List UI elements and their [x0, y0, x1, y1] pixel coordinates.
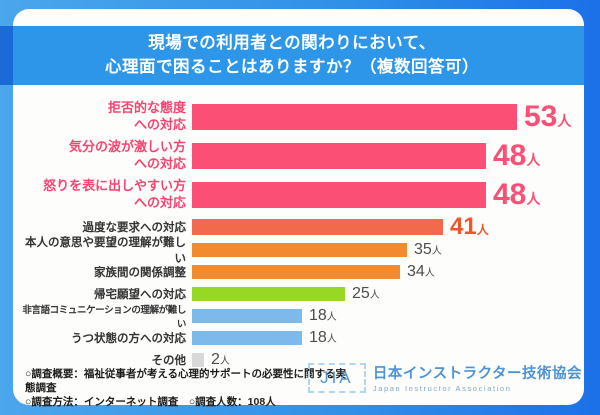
title-line-1: 現場での利用者との関わりにおいて、	[148, 33, 436, 52]
title-line-2: 心理面で困ることはありますか？（複数回答可）	[105, 57, 479, 76]
bar-label: うつ状態の方への対応	[71, 333, 186, 345]
bar	[192, 142, 486, 169]
bar	[192, 331, 302, 345]
chart-row-mood-swings: 気分の波が激しい方 への対応 48人	[20, 136, 580, 175]
chart-row-family-relations: 家族間の関係調整 34人	[20, 261, 580, 283]
jia-logo-name-en: Japan Instructor Association	[372, 384, 512, 393]
bar-label: 過度な要求への対応	[82, 221, 187, 234]
chart-row-anger: 怒りを表に出しやすい方 への対応 48人	[20, 175, 580, 214]
bar-value: 18人	[309, 329, 337, 346]
bar	[192, 103, 517, 130]
jia-logo-name-jp: 日本インストラクター技術協会	[372, 366, 582, 382]
bar	[192, 353, 204, 367]
bar-chart: 拒否的な態度 への対応 53人 気分の波が激しい方 への対応 48人 怒りを表に…	[20, 97, 580, 371]
chart-row-other: その他 2人	[20, 349, 580, 371]
bar	[192, 218, 443, 235]
bar-label: 帰宅願望への対応	[94, 289, 186, 301]
chart-row-desire-to-go-home: 帰宅願望への対応 25人	[20, 283, 580, 305]
bar-label: 怒りを表に出しやすい方 への対応	[43, 178, 186, 210]
bar	[192, 181, 486, 208]
survey-method: ○調査方法：インターネット調査 ○調査人数：108人	[25, 396, 276, 409]
bar-label: 非言語コミュニケーションの理解が難しい	[22, 305, 186, 330]
bar	[192, 265, 400, 279]
chart-row-nonverbal-communication: 非言語コミュニケーションの理解が難しい 18人	[20, 305, 580, 330]
bar-value: 41人	[450, 212, 489, 240]
bar-value: 25人	[352, 285, 380, 302]
bar-value: 48人	[493, 138, 541, 172]
survey-notes: ○調査概要：福祉従事者が考える心理的サポートの必要性に関する実態調査 ○調査方法…	[25, 367, 355, 410]
bar-value: 48人	[493, 177, 541, 211]
bar	[192, 309, 302, 323]
jia-logo: JIA 日本インストラクター技術協会 Japan Instructor Asso…	[307, 362, 582, 393]
chart-row-understanding-wishes: 本人の意思や要望の理解が難しい 35人	[20, 237, 580, 265]
bar-label: 家族間の関係調整	[94, 267, 186, 279]
jia-logo-names: 日本インストラクター技術協会 Japan Instructor Associat…	[373, 362, 582, 393]
chart-row-rejection: 拒否的な態度 への対応 53人	[20, 97, 580, 136]
bar-label: その他	[151, 355, 187, 367]
bar-label: 本人の意思や要望の理解が難しい	[25, 237, 186, 265]
bar	[192, 287, 345, 301]
title-banner: 現場での利用者との関わりにおいて、 心理面で困ることはありますか？（複数回答可）	[0, 26, 584, 85]
chart-row-excessive-demands: 過度な要求への対応 41人	[20, 214, 580, 239]
bar-label: 拒否的な態度 への対応	[107, 100, 186, 132]
bar-value: 53人	[524, 99, 572, 133]
bar	[192, 243, 407, 257]
bar-value: 34人	[407, 263, 435, 280]
chart-row-depression: うつ状態の方への対応 18人	[20, 327, 580, 349]
survey-overview: ○調査概要：福祉従事者が考える心理的サポートの必要性に関する実態調査	[25, 368, 347, 395]
bar-value: 18人	[309, 307, 337, 324]
bar-value: 2人	[211, 351, 230, 368]
jia-logo-abbr: JIA	[307, 362, 366, 393]
bar-value: 35人	[414, 241, 442, 258]
bar-label: 気分の波が激しい方 への対応	[68, 139, 186, 171]
